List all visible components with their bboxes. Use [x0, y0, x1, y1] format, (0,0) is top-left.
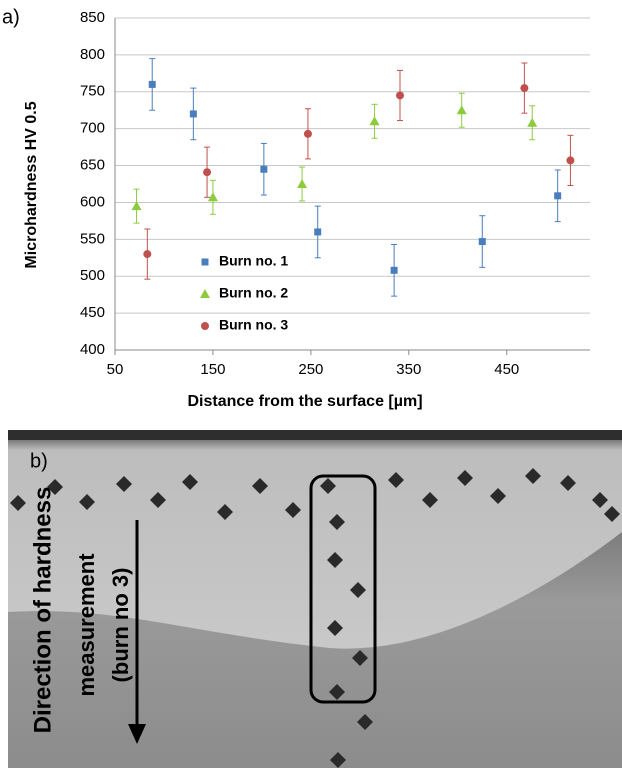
indent [327, 552, 343, 568]
point [189, 110, 197, 118]
x-tick-label: 250 [298, 361, 323, 378]
indent [422, 492, 438, 508]
indent [182, 474, 198, 490]
point [303, 129, 312, 138]
micrograph: b) Direction of hardness measurement (bu… [8, 430, 622, 768]
indent [47, 479, 63, 495]
annotation: (burn no 3) [108, 568, 133, 683]
point [554, 192, 562, 200]
point [456, 105, 467, 115]
point [131, 201, 142, 211]
indent [285, 502, 301, 518]
plot: 400 450 500 550 600 650 700 750 800 850 50 150 250 35… [80, 9, 590, 378]
point [203, 168, 212, 177]
surface-edge [8, 430, 622, 440]
legend-label: Burn no. 3 [219, 317, 288, 333]
indent [560, 475, 576, 491]
indent [150, 492, 166, 508]
point [396, 91, 404, 100]
point [527, 117, 538, 127]
indent [116, 476, 132, 492]
y-tick-label: 400 [80, 341, 105, 358]
y-tick-label: 700 [80, 120, 105, 137]
y-tick-label: 650 [80, 157, 105, 174]
point [143, 250, 152, 259]
indent [350, 582, 366, 598]
point [520, 84, 529, 93]
indent [525, 468, 541, 484]
legend-marker [201, 322, 209, 330]
indent [604, 506, 620, 522]
legend-label: Burn no. 1 [219, 253, 288, 269]
indent [330, 752, 346, 768]
point [566, 156, 575, 165]
y-tick-label: 500 [80, 267, 105, 284]
x-tick-label: 150 [200, 361, 225, 378]
y-tick-label: 750 [80, 83, 105, 100]
x-tick-label: 350 [396, 361, 421, 378]
indent [252, 478, 268, 494]
point [148, 80, 156, 88]
annotation: Direction of hardness [29, 487, 56, 734]
indent [592, 492, 608, 508]
indent [329, 514, 345, 530]
indent [217, 504, 233, 520]
panel-label: a) [2, 6, 20, 28]
legend-marker [201, 258, 209, 266]
x-tick-label: 450 [494, 361, 519, 378]
y-tick-label: 450 [80, 304, 105, 321]
y-tick-label: 800 [80, 46, 105, 63]
x-axis-title: Distance from the surface [µm] [187, 393, 422, 410]
indent [388, 472, 404, 488]
arrow-head [128, 724, 146, 744]
point [260, 165, 268, 173]
point [297, 179, 308, 188]
point [314, 228, 322, 236]
point [478, 238, 486, 246]
indent [352, 650, 368, 666]
x-tick-label: 50 [107, 361, 124, 378]
y-tick-label: 850 [80, 9, 105, 26]
legend-marker [200, 289, 210, 298]
y-axis-title: Microhardness HV 0.5 [23, 101, 40, 268]
panel-label: b) [30, 450, 48, 472]
indent [329, 684, 345, 700]
y-tick-label: 600 [80, 193, 105, 210]
point [207, 192, 218, 202]
indent [357, 714, 373, 730]
indent [457, 470, 473, 486]
y-tick-label: 550 [80, 230, 105, 247]
indent [320, 478, 336, 494]
indent-group [10, 468, 620, 768]
heat-affected-zone [8, 532, 622, 768]
point [390, 266, 398, 274]
point [369, 116, 380, 126]
indent [10, 495, 26, 511]
highlight-box [309, 474, 377, 704]
indent [79, 494, 95, 510]
annotation: measurement [74, 553, 99, 697]
legend-label: Burn no. 2 [219, 285, 288, 301]
indent [490, 488, 506, 504]
indent [327, 620, 343, 636]
